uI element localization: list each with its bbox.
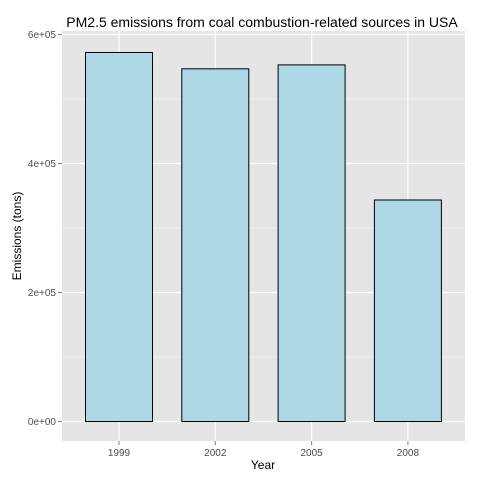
x-tick-label: 2008 [397,448,420,459]
y-tick-label: 6e+05 [28,30,57,41]
y-axis-title: Emissions (tons) [10,192,24,281]
x-tick-label: 1999 [108,448,131,459]
chart-title: PM2.5 emissions from coal combustion-rel… [66,14,458,30]
y-tick-label: 2e+05 [28,288,57,299]
y-tick-label: 0e+00 [28,417,57,428]
x-tick-label: 2005 [300,448,323,459]
bar-1999 [86,52,153,421]
bar-2002 [182,69,249,422]
bar-2005 [278,65,345,422]
x-tick-label: 2002 [204,448,227,459]
y-tick-label: 4e+05 [28,159,57,170]
x-axis-title: Year [251,458,275,472]
bar-2008 [374,200,441,422]
